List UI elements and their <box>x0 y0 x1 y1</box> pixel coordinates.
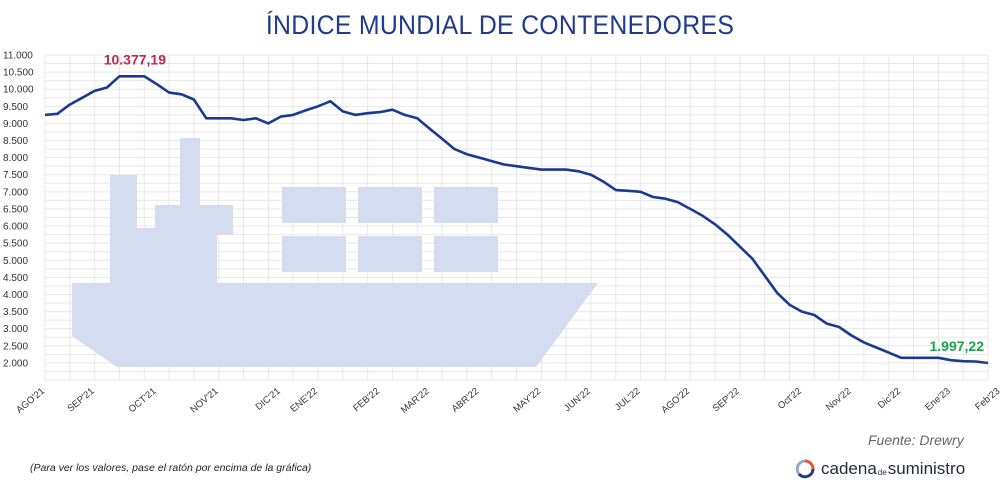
x-tick-label: FEB'22 <box>351 386 382 414</box>
y-tick-label: 4.000 <box>3 290 28 301</box>
ship-bridge <box>137 228 217 285</box>
y-tick-label: 9.000 <box>3 119 28 130</box>
y-tick-label: 2.500 <box>3 341 28 352</box>
y-axis: 2.000 2.500 3.000 3.500 4.000 4.500 5.000 5.500… <box>3 51 34 370</box>
x-tick-label: DIC'21 <box>254 386 283 413</box>
x-tick-label: SEP'21 <box>65 386 96 415</box>
y-tick-label: 8.000 <box>3 153 28 164</box>
x-tick-label: Dic'22 <box>876 386 903 411</box>
x-tick-label: NOV'21 <box>188 386 220 416</box>
ship-hull <box>72 283 598 367</box>
y-tick-label: 4.500 <box>3 273 28 284</box>
x-tick-label: ENE'22 <box>288 386 320 415</box>
x-tick-label: ABR'22 <box>450 386 482 415</box>
y-tick-label: 5.500 <box>3 239 28 250</box>
x-tick-label: Ene'23 <box>923 386 953 413</box>
y-tick-label: 7.000 <box>3 187 28 198</box>
x-tick-label: MAY'22 <box>511 386 543 415</box>
data-label: 10.377,19 <box>104 51 166 67</box>
x-tick-label: AGO'21 <box>14 386 47 416</box>
ship-mast <box>180 138 200 208</box>
ship-container <box>358 187 422 223</box>
ship-container <box>282 236 346 272</box>
y-tick-label: 3.500 <box>3 307 28 318</box>
x-tick-label: AGO'22 <box>659 386 692 416</box>
series-line <box>44 75 989 365</box>
ship-container <box>434 236 498 272</box>
x-axis: AGO'21 SEP'21 OCT'21 NOV'21 DIC'21 ENE'22 FEB'… <box>14 386 1000 416</box>
logo-word-1: cadena <box>821 459 877 478</box>
x-tick-label: MAR'22 <box>399 386 432 416</box>
chart-title: ÍNDICE MUNDIAL DE CONTENEDORES <box>265 10 735 40</box>
logo-word-3: suministro <box>887 459 966 478</box>
x-tick-label: SEP'22 <box>711 386 742 415</box>
y-tick-label: 6.500 <box>3 204 28 215</box>
y-tick-label: 9.500 <box>3 102 28 113</box>
logo-word-2: de <box>877 467 887 477</box>
source-label: Fuente: Drewry <box>868 432 964 448</box>
y-tick-label: 6.000 <box>3 222 28 233</box>
ship-funnel <box>110 175 137 285</box>
x-tick-label: Oct'22 <box>776 386 804 412</box>
data-label: 1.997,22 <box>930 338 985 354</box>
y-tick-label: 3.000 <box>3 324 28 335</box>
y-tick-label: 11.000 <box>3 51 33 62</box>
x-tick-label: JUL'22 <box>613 386 643 413</box>
logo-icon <box>795 459 815 479</box>
ship-container <box>434 187 498 223</box>
ship-container <box>282 187 346 223</box>
x-tick-label: JUN'22 <box>562 386 593 414</box>
y-tick-label: 10.000 <box>3 85 34 96</box>
y-tick-label: 2.000 <box>3 358 28 369</box>
x-tick-label: OCT'21 <box>127 386 159 415</box>
ship-cabin <box>155 205 200 230</box>
y-tick-label: 8.500 <box>3 136 28 147</box>
brand-logo[interactable]: cadena de suministro <box>795 456 965 482</box>
hover-note: (Para ver los valores, pase el ratón por… <box>30 462 312 474</box>
x-tick-label: Nov'22 <box>824 386 854 413</box>
annotations: 10.377,19 1.997,22 <box>104 51 985 354</box>
y-tick-label: 7.500 <box>3 170 28 181</box>
x-tick-label: Feb'23 <box>973 386 1000 413</box>
y-tick-label: 10.500 <box>3 68 34 79</box>
cargo-ship-icon <box>72 138 598 367</box>
series-line-layer <box>44 75 989 365</box>
ship-container <box>358 236 422 272</box>
y-tick-label: 5.000 <box>3 256 28 267</box>
